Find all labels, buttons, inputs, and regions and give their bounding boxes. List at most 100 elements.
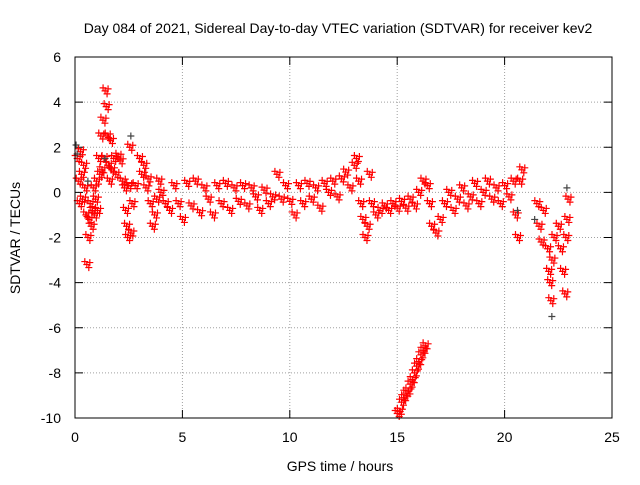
data-point-red (460, 187, 468, 195)
data-point-red (242, 180, 250, 188)
data-point-black (72, 141, 80, 149)
data-point-red (461, 182, 469, 190)
data-point-red (439, 213, 447, 221)
data-point-red (288, 208, 296, 216)
data-point-red (352, 164, 360, 172)
data-point-red (126, 197, 134, 205)
data-point-red (363, 167, 371, 175)
data-point-red (548, 282, 556, 290)
data-point-red (413, 355, 421, 363)
data-point-red (540, 236, 548, 244)
data-point-red (126, 220, 134, 228)
data-point-red (363, 237, 371, 244)
data-point-red (499, 179, 507, 187)
data-point-red (125, 226, 133, 234)
data-point-black (513, 206, 521, 214)
data-point-red (94, 180, 102, 188)
data-point-red (310, 181, 318, 189)
data-point-red (499, 198, 507, 206)
data-point-red (469, 176, 477, 184)
data-point-red (564, 288, 572, 296)
data-point-red (97, 204, 105, 212)
data-point-red (430, 226, 438, 234)
data-point-red (219, 203, 227, 211)
data-point-red (121, 175, 129, 183)
data-point-red (395, 194, 403, 202)
data-point-red (438, 197, 446, 205)
data-point-red (447, 203, 455, 211)
data-point-red (559, 287, 567, 295)
data-point-red (521, 164, 529, 172)
data-point-red (423, 345, 431, 353)
data-point-red (119, 203, 127, 211)
data-point-red (81, 198, 89, 206)
data-point-red (391, 201, 399, 209)
data-point-red (542, 204, 550, 212)
data-point-red (314, 201, 322, 209)
data-point-red (567, 193, 575, 201)
data-point-red (85, 264, 93, 272)
data-point-red (398, 391, 406, 399)
y-tick-label: -2 (49, 230, 62, 246)
data-point-red (211, 209, 219, 217)
data-point-red (131, 198, 139, 206)
data-point-red (293, 209, 301, 217)
data-point-red (116, 174, 124, 182)
data-point-red (335, 172, 343, 180)
data-points (71, 84, 575, 420)
data-point-red (413, 200, 421, 208)
data-point-red (99, 84, 107, 92)
data-point-red (127, 185, 135, 193)
data-point-red (315, 182, 323, 190)
data-point-red (473, 182, 481, 190)
data-point-red (456, 181, 464, 189)
data-point-red (423, 197, 431, 205)
data-point-red (105, 101, 113, 109)
data-point-red (491, 193, 499, 201)
data-point-red (481, 174, 489, 182)
data-point-red (404, 377, 412, 385)
data-point-red (102, 158, 110, 166)
data-point-red (406, 373, 414, 381)
data-point-red (322, 185, 330, 193)
data-point-red (266, 203, 274, 211)
data-point-red (344, 171, 352, 179)
data-point-red (350, 152, 358, 160)
data-point-red (134, 180, 142, 188)
data-point-red (232, 194, 240, 202)
data-point-red (276, 168, 284, 176)
data-point-red (417, 191, 425, 199)
data-point-red (383, 203, 391, 211)
data-point-red (143, 159, 151, 167)
data-point-red (98, 173, 106, 181)
data-point-red (448, 186, 456, 194)
data-point-red (142, 164, 150, 172)
data-point-red (164, 198, 172, 206)
data-point-red (202, 192, 210, 200)
axis-ticks: 0 5 10 15 20 25 -10 -8 -6 -4 -2 0 2 4 6 (41, 49, 620, 445)
x-tick-label: 10 (282, 429, 298, 445)
data-point-red (104, 85, 112, 93)
data-point-red (424, 340, 432, 348)
data-point-red (558, 248, 566, 256)
data-point-red (151, 220, 159, 228)
data-point-red (435, 227, 443, 235)
data-point-red (335, 196, 343, 204)
data-point-red (86, 259, 94, 267)
data-point-red (232, 187, 240, 195)
data-point-red (95, 129, 103, 137)
data-point-red (514, 174, 522, 182)
data-point-red (508, 191, 516, 199)
data-point-red (108, 152, 116, 160)
data-point-red (402, 384, 410, 392)
data-point-red (545, 294, 553, 302)
data-point-red (469, 191, 477, 199)
data-point-red (150, 225, 158, 233)
data-point-red (561, 212, 569, 220)
data-point-red (566, 198, 574, 206)
data-point-red (100, 169, 108, 177)
data-point-red (354, 158, 362, 166)
data-point-red (507, 174, 515, 182)
data-point-red (406, 390, 414, 398)
